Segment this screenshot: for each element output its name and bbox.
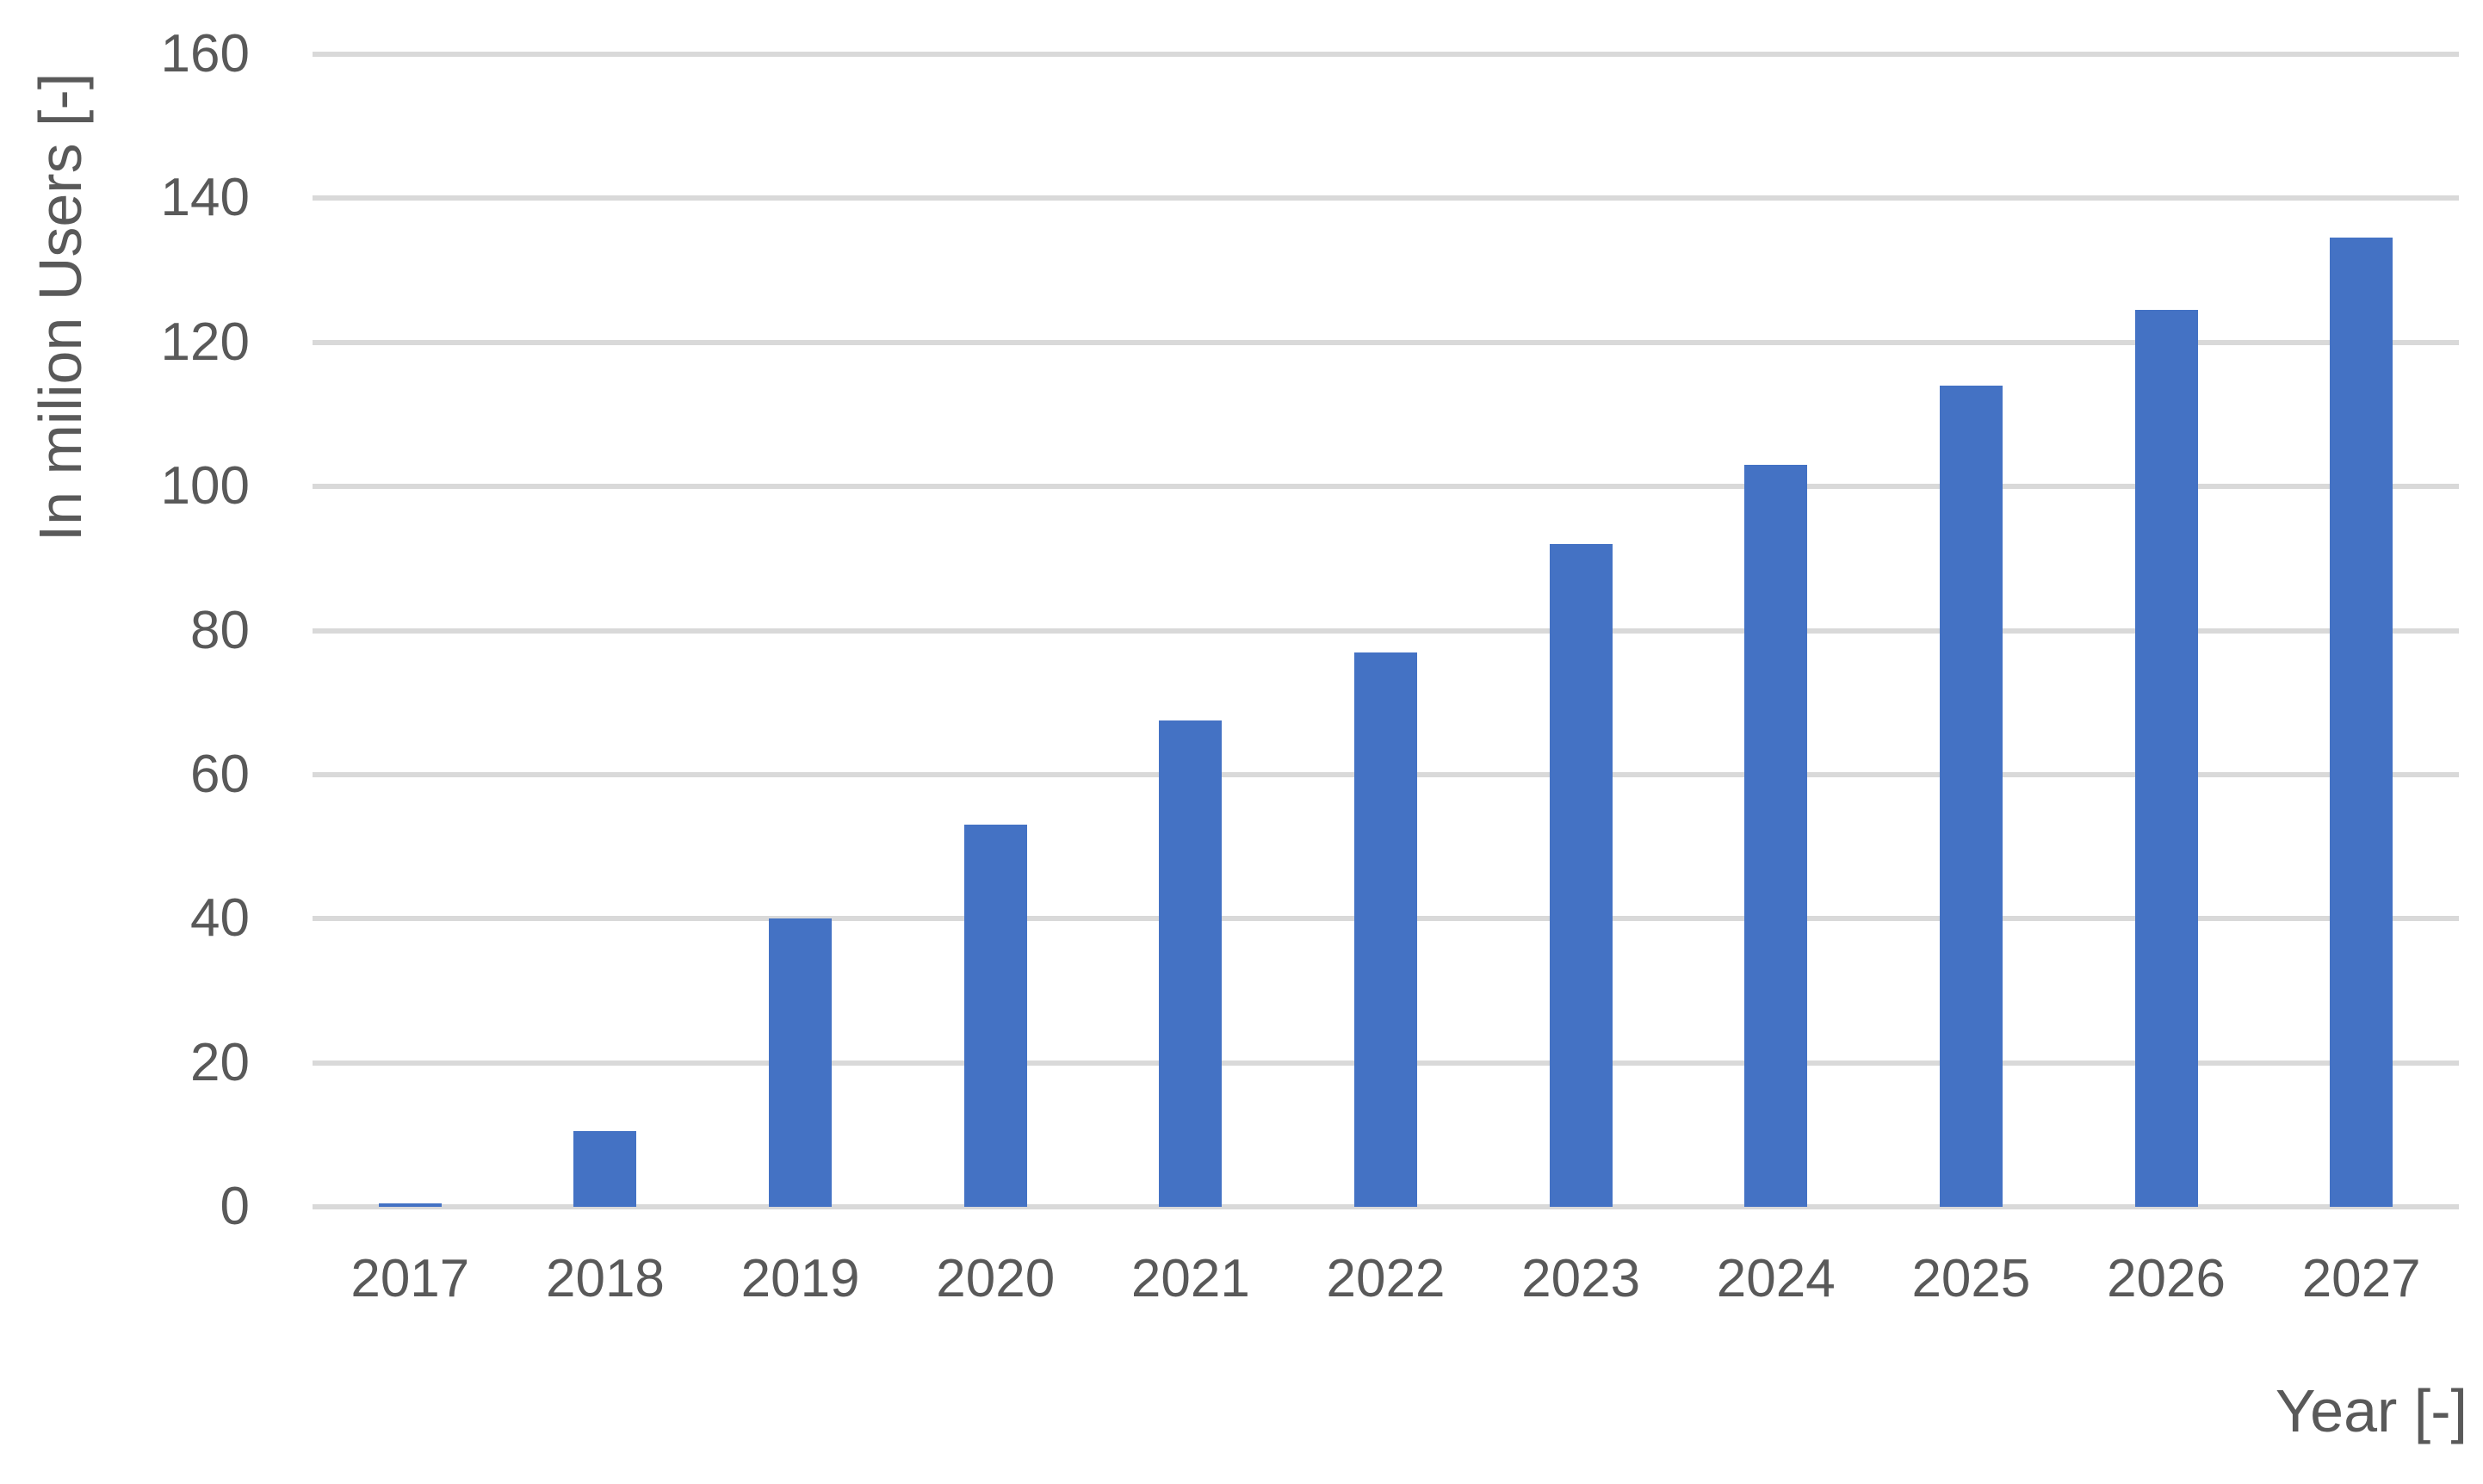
- y-tick-label-40: 40: [190, 888, 250, 949]
- x-tick-label-2019: 2019: [740, 1249, 860, 1308]
- bar-2022: [1354, 652, 1417, 1207]
- bar-2018: [573, 1131, 637, 1207]
- x-tick-label-2026: 2026: [2107, 1249, 2226, 1308]
- bar-2021: [1159, 720, 1223, 1207]
- x-tick-label-2027: 2027: [2301, 1249, 2421, 1308]
- bar-2026: [2134, 310, 2198, 1207]
- x-axis-title: Year [-]: [2275, 1377, 2468, 1444]
- y-tick-label-160: 160: [160, 24, 250, 83]
- bar-2020: [963, 825, 1027, 1207]
- x-tick-label-2020: 2020: [936, 1249, 1056, 1308]
- y-tick-label-140: 140: [160, 168, 250, 228]
- bar-2025: [1939, 385, 2003, 1207]
- gridline-100: [313, 484, 2459, 490]
- bar-2017: [378, 1203, 442, 1207]
- x-tick-label-2025: 2025: [1911, 1249, 2031, 1308]
- bar-2024: [1744, 465, 1808, 1207]
- bar-2027: [2330, 238, 2393, 1207]
- x-tick-label-2021: 2021: [1130, 1249, 1250, 1308]
- y-tick-label-20: 20: [190, 1032, 250, 1092]
- y-tick-label-100: 100: [160, 456, 250, 516]
- gridline-0: [313, 1204, 2459, 1209]
- y-tick-label-0: 0: [220, 1177, 250, 1236]
- x-tick-label-2023: 2023: [1521, 1249, 1641, 1308]
- bar-2023: [1549, 544, 1613, 1207]
- y-tick-label-120: 120: [160, 312, 250, 372]
- gridline-160: [313, 52, 2459, 57]
- gridline-120: [313, 339, 2459, 345]
- bar-2019: [769, 918, 833, 1207]
- y-tick-label-80: 80: [190, 600, 250, 660]
- gridline-80: [313, 628, 2459, 634]
- x-tick-label-2018: 2018: [545, 1249, 665, 1308]
- x-tick-label-2024: 2024: [1716, 1249, 1836, 1308]
- gridline-140: [313, 195, 2459, 201]
- x-tick-label-2017: 2017: [350, 1249, 470, 1308]
- x-tick-label-2022: 2022: [1326, 1249, 1446, 1308]
- y-tick-label-60: 60: [190, 744, 250, 804]
